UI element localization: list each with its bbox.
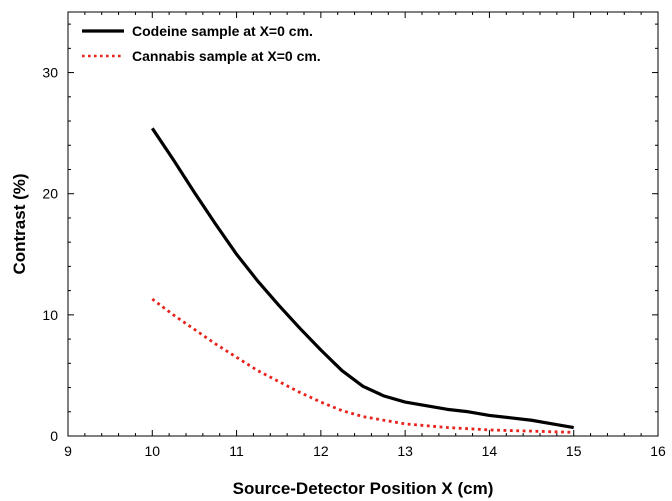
legend-label-cannabis: Cannabis sample at X=0 cm. — [132, 48, 321, 64]
y-tick-label: 10 — [42, 307, 58, 323]
x-tick-label: 10 — [144, 443, 160, 459]
y-tick-label: 20 — [42, 186, 58, 202]
series-layer — [150, 127, 574, 434]
axis-ticks: 9 10 11 12 13 14 15 16 0 10 20 30 — [42, 12, 666, 459]
y-tick-label: 30 — [42, 65, 58, 81]
legend: Codeine sample at X=0 cm. Cannabis sampl… — [82, 23, 321, 64]
series-line-cannabis — [151, 297, 574, 434]
x-tick-label: 16 — [650, 443, 666, 459]
y-tick-label: 0 — [50, 428, 58, 444]
series-line-codeine — [150, 127, 574, 430]
x-tick-label: 13 — [397, 443, 413, 459]
x-tick-label: 9 — [64, 443, 72, 459]
x-tick-label: 14 — [482, 443, 498, 459]
x-tick-label: 12 — [313, 443, 329, 459]
x-tick-label: 11 — [229, 443, 244, 459]
x-tick-label: 15 — [566, 443, 582, 459]
plot-frame — [67, 11, 659, 437]
x-axis-title: Source-Detector Position X (cm) — [233, 479, 494, 498]
legend-label-codeine: Codeine sample at X=0 cm. — [132, 23, 313, 39]
y-axis-title: Contrast (%) — [10, 173, 29, 274]
